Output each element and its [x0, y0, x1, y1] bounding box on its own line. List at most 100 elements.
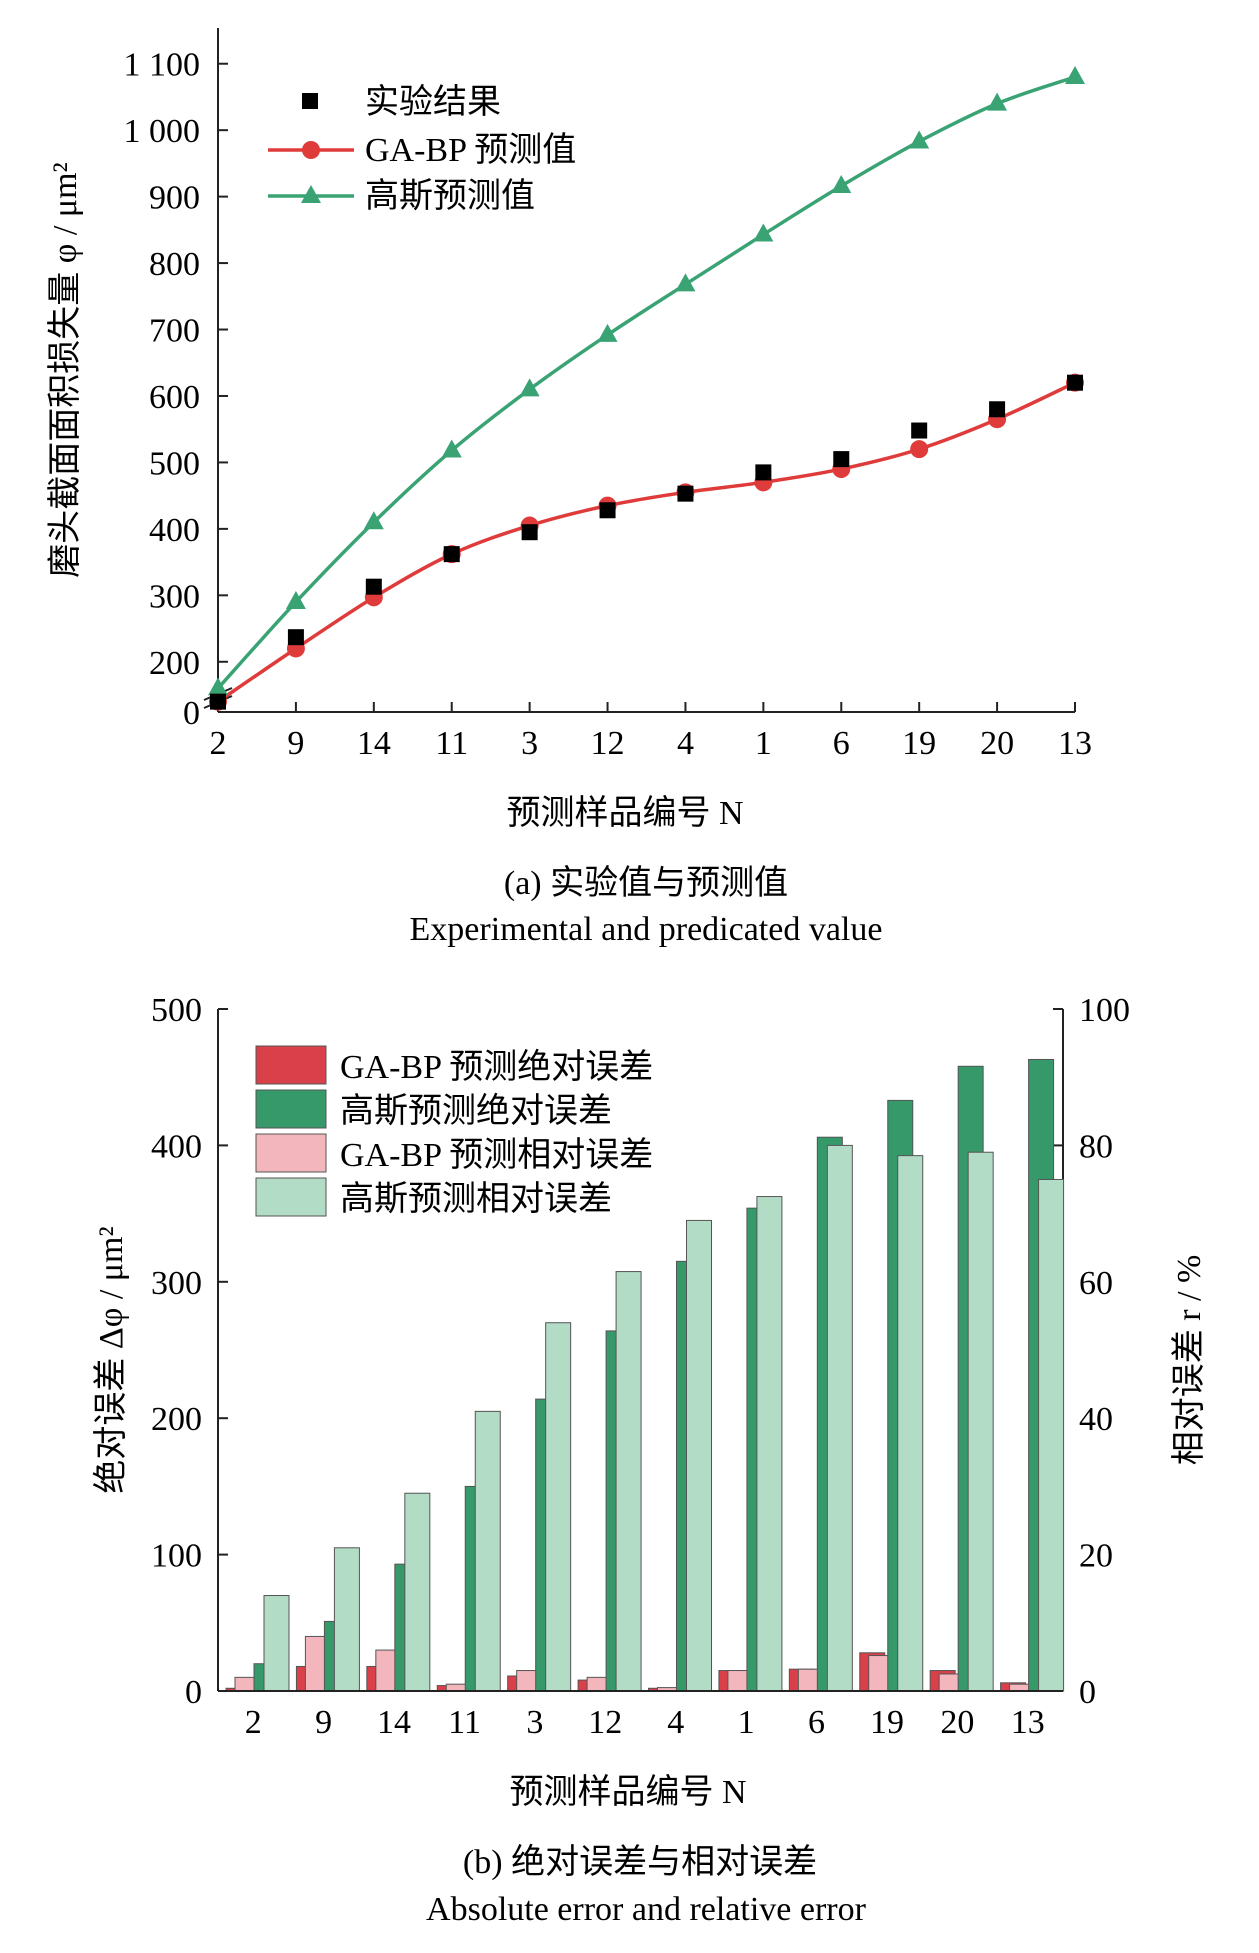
bar-gauss-relative-error	[897, 1155, 924, 1692]
x-tick-label: 3	[526, 1704, 543, 1741]
bar-gauss-relative-error	[404, 1492, 431, 1692]
x-tick-label: 6	[808, 1704, 825, 1741]
x-tick-label: 12	[591, 725, 625, 762]
caption-en: Absolute error and relative error	[426, 1891, 867, 1928]
legend-label: 高斯预测绝对误差	[340, 1092, 612, 1130]
gauss-point	[597, 323, 618, 342]
y-tick-label: 200	[151, 1401, 202, 1438]
y-tick-label: 800	[149, 246, 200, 283]
y-tick-label: 0	[183, 695, 200, 732]
x-tick-label: 14	[377, 1704, 411, 1741]
experiment-point	[210, 693, 226, 710]
y-tick-label: 1 100	[124, 47, 201, 84]
experiment-point	[911, 422, 928, 439]
y-axis-label: 磨头截面面积损失量 φ / μm²	[46, 162, 84, 577]
bar-gauss-relative-error	[263, 1595, 290, 1692]
x-tick-label: 3	[521, 725, 538, 762]
x-tick-label: 1	[755, 725, 772, 762]
x-tick-label: 13	[1011, 1704, 1045, 1741]
legend-label: 高斯预测相对误差	[340, 1180, 612, 1218]
bar-gauss-relative-error	[686, 1219, 712, 1692]
y-right-tick-label: 0	[1079, 1674, 1096, 1711]
y-tick-label: 400	[151, 1128, 202, 1165]
x-tick-label: 1	[738, 1704, 755, 1741]
gauss-point	[441, 439, 462, 458]
gauss-point	[675, 273, 696, 292]
x-tick-label: 19	[870, 1704, 904, 1741]
legend-label-gabp: GA-BP 预测值	[365, 131, 576, 169]
x-tick-label: 2	[210, 725, 227, 762]
x-tick-label: 11	[435, 725, 468, 762]
y-tick-label: 700	[149, 313, 200, 350]
y-tick-label: 100	[151, 1538, 202, 1575]
gauss-point	[753, 223, 774, 242]
bar-gauss-relative-error	[615, 1271, 642, 1692]
y-tick-label: 300	[151, 1265, 202, 1302]
x-tick-label: 6	[833, 725, 850, 762]
caption: (a) 实验值与预测值	[504, 864, 788, 902]
bar-gauss-relative-error	[826, 1144, 853, 1692]
legend-swatch	[255, 1089, 327, 1129]
x-axis-label: 预测样品编号 N	[506, 794, 743, 832]
bar-gauss-relative-error	[474, 1410, 501, 1692]
legend-label: GA-BP 预测绝对误差	[340, 1048, 653, 1086]
experiment-point	[1067, 374, 1083, 391]
gauss-point	[909, 130, 930, 149]
y-tick-label: 600	[149, 379, 200, 416]
x-tick-label: 4	[667, 1704, 684, 1741]
experiment-point	[521, 524, 538, 541]
y-right-tick-label: 60	[1079, 1265, 1113, 1302]
experiment-point	[599, 502, 616, 519]
caption: (b) 绝对误差与相对误差	[463, 1843, 817, 1881]
y-tick-label: 200	[149, 645, 200, 682]
y-tick-label: 900	[149, 180, 200, 217]
experiment-point	[833, 451, 850, 468]
legend-marker-experiment	[302, 93, 318, 109]
x-axis-label: 预测样品编号 N	[509, 1773, 746, 1811]
y-right-tick-label: 80	[1079, 1128, 1113, 1165]
legend-label-experiment: 实验结果	[365, 83, 501, 121]
bar-gauss-relative-error	[1038, 1179, 1065, 1692]
y-tick-label: 400	[149, 512, 200, 549]
bar-gauss-relative-error	[333, 1547, 360, 1692]
y-tick-label: 1 000	[124, 113, 201, 150]
caption-en: Experimental and predicated value	[410, 911, 883, 948]
legend-label-gauss: 高斯预测值	[365, 177, 535, 215]
bar-gauss-relative-error	[545, 1322, 572, 1692]
y-tick-label: 500	[151, 992, 202, 1029]
bar-gauss-relative-error	[967, 1151, 994, 1692]
y-axis-label: 绝对误差 Δφ / μm²	[92, 1226, 130, 1493]
x-tick-label: 4	[677, 725, 694, 762]
experiment-point	[677, 485, 694, 502]
gauss-point	[208, 677, 228, 696]
experiment-point	[989, 401, 1006, 418]
gauss-point	[1065, 66, 1085, 85]
gabp-point	[910, 440, 929, 459]
y-tick-label: 300	[149, 578, 200, 615]
y-tick-label: 0	[185, 1674, 202, 1711]
x-tick-label: 9	[287, 725, 304, 762]
legend-swatch	[255, 1045, 327, 1085]
legend-label: GA-BP 预测相对误差	[340, 1136, 653, 1174]
y-tick-label: 500	[149, 445, 200, 482]
x-tick-label: 2	[245, 1704, 262, 1741]
x-tick-label: 11	[448, 1704, 481, 1741]
gauss-point	[285, 590, 306, 609]
experiment-point	[287, 629, 304, 646]
x-tick-label: 20	[980, 725, 1014, 762]
gabp-line	[217, 381, 1076, 704]
bar-gauss-relative-error	[756, 1196, 783, 1692]
legend-swatch	[255, 1177, 327, 1217]
legend-swatch	[255, 1133, 327, 1173]
y-right-tick-label: 40	[1079, 1401, 1113, 1438]
gauss-line	[216, 75, 1076, 690]
x-tick-label: 13	[1058, 725, 1092, 762]
x-tick-label: 12	[588, 1704, 622, 1741]
x-tick-label: 20	[940, 1704, 974, 1741]
x-tick-label: 9	[315, 1704, 332, 1741]
gauss-point	[519, 378, 540, 397]
experiment-point	[755, 464, 772, 481]
legend-marker-gauss	[301, 185, 321, 203]
x-tick-label: 14	[357, 725, 391, 762]
